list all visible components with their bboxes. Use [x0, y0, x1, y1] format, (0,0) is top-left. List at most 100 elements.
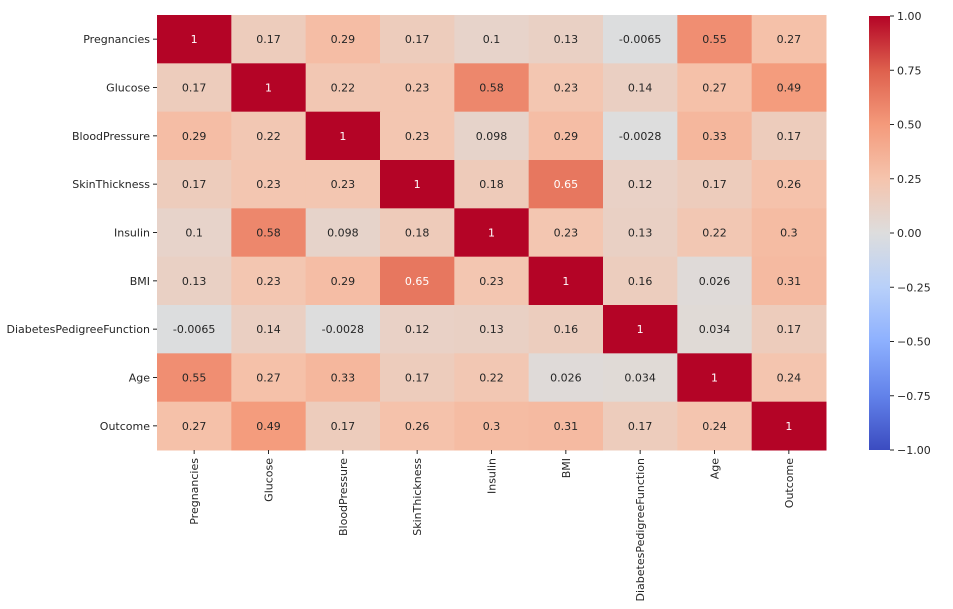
heatmap-cell	[305, 111, 381, 161]
cell-annotation: 0.17	[182, 178, 207, 191]
cell-annotation: 0.13	[554, 33, 579, 46]
heatmap-cell	[305, 160, 381, 209]
heatmap-cell	[751, 305, 827, 354]
heatmap-cell	[157, 15, 232, 64]
cell-annotation: 0.22	[702, 227, 727, 240]
heatmap-cell	[454, 305, 530, 354]
heatmap-cell	[603, 208, 678, 258]
cell-annotation: 0.27	[702, 82, 727, 95]
cell-annotation: 0.27	[256, 372, 281, 385]
y-tick-label: Age	[129, 372, 151, 385]
cell-annotation: 0.098	[327, 227, 359, 240]
heatmap-cell	[305, 305, 381, 354]
heatmap-annotations: 1 0.17 0.29 0.17 0.1 0.13 -0.0065 0.55 0.27 0.17 1…	[173, 33, 801, 433]
heatmap-cell	[603, 15, 678, 64]
cell-annotation: 0.17	[628, 420, 653, 433]
cell-annotation: 0.034	[699, 323, 731, 336]
cell-annotation: 0.16	[628, 275, 653, 288]
y-axis-ticks: Pregnancies Glucose BloodPressure SkinThick…	[7, 33, 157, 433]
y-tick-label: SkinThickness	[72, 178, 150, 191]
heatmap-cell	[751, 353, 827, 403]
heatmap-cell	[751, 401, 827, 451]
heatmap-cell	[454, 401, 530, 451]
heatmap-cell	[454, 111, 530, 161]
heatmap-cell	[305, 208, 381, 258]
heatmap-cell	[528, 353, 604, 403]
heatmap-cell	[528, 160, 604, 209]
cell-annotation: 0.65	[554, 178, 579, 191]
heatmap-cell	[380, 111, 455, 161]
heatmap-cell	[677, 208, 753, 258]
cell-annotation: 0.29	[182, 130, 207, 143]
cell-annotation: 0.22	[331, 82, 356, 95]
cell-annotation: 0.23	[405, 130, 430, 143]
heatmap-cell	[751, 208, 827, 258]
cell-annotation: 0.58	[256, 227, 281, 240]
y-tick-label: Pregnancies	[83, 33, 150, 46]
cell-annotation: 0.14	[628, 82, 653, 95]
y-tick-label: Outcome	[100, 420, 150, 433]
cell-annotation: 0.55	[182, 372, 207, 385]
cell-annotation: 0.49	[777, 82, 802, 95]
cell-annotation: 0.23	[256, 178, 281, 191]
cell-annotation: 0.23	[331, 178, 356, 191]
cell-annotation: 0.17	[777, 130, 802, 143]
cell-annotation: 0.33	[702, 130, 727, 143]
heatmap-cell	[231, 63, 307, 113]
colorbar-tick-label: 0.75	[897, 64, 922, 77]
cell-annotation: 0.17	[331, 420, 356, 433]
heatmap-cell	[380, 208, 455, 258]
y-tick-label: BMI	[130, 275, 150, 288]
cell-annotation: 0.13	[628, 227, 653, 240]
heatmap-cell	[751, 111, 827, 161]
heatmap-cell	[677, 256, 753, 306]
heatmap-cell	[528, 256, 604, 306]
cell-annotation: 0.17	[256, 33, 281, 46]
heatmap-cell	[603, 256, 678, 306]
heatmap-cell	[751, 63, 827, 113]
x-tick-label: SkinThickness	[411, 458, 424, 536]
cell-annotation: 1	[785, 420, 792, 433]
heatmap-cell	[751, 256, 827, 306]
cell-annotation: 0.026	[550, 372, 582, 385]
colorbar-tick-label: −0.50	[897, 336, 931, 349]
cell-annotation: 1	[339, 130, 346, 143]
cell-annotation: 0.49	[256, 420, 281, 433]
heatmap-cell	[677, 111, 753, 161]
cell-annotation: 0.3	[483, 420, 501, 433]
cell-annotation: 0.17	[405, 33, 430, 46]
colorbar-gradient	[869, 16, 890, 450]
colorbar-tick-label: −0.25	[897, 281, 931, 294]
heatmap-cell	[231, 353, 307, 403]
heatmap-cell	[231, 401, 307, 451]
heatmap-cell	[677, 160, 753, 209]
y-tick-label: Glucose	[106, 82, 150, 95]
cell-annotation: 0.29	[554, 130, 579, 143]
cell-annotation: 1	[637, 323, 644, 336]
cell-annotation: 1	[265, 82, 272, 95]
x-tick-label: Insulin	[486, 458, 499, 494]
heatmap-cell	[380, 305, 455, 354]
cell-annotation: 0.27	[777, 33, 802, 46]
y-tick-label: DiabetesPedigreeFunction	[7, 323, 150, 336]
heatmap-cell	[157, 111, 232, 161]
heatmap-cell	[454, 63, 530, 113]
heatmap-cell	[603, 353, 678, 403]
y-tick-label: Insulin	[114, 227, 150, 240]
heatmap-cell	[157, 401, 232, 451]
heatmap-cell	[528, 208, 604, 258]
heatmap-cell	[157, 208, 232, 258]
cell-annotation: 0.18	[479, 178, 504, 191]
cell-annotation: 0.14	[256, 323, 281, 336]
cell-annotation: -0.0065	[173, 323, 215, 336]
cell-annotation: 0.026	[699, 275, 731, 288]
cell-annotation: 0.034	[624, 372, 656, 385]
cell-annotation: 0.23	[405, 82, 430, 95]
heatmap-cell	[454, 15, 530, 64]
heatmap-cell	[380, 353, 455, 403]
cell-annotation: 1	[711, 372, 718, 385]
heatmap-cell	[380, 63, 455, 113]
heatmap-cell	[454, 160, 530, 209]
cell-annotation: 0.65	[405, 275, 430, 288]
cell-annotation: 0.27	[182, 420, 207, 433]
